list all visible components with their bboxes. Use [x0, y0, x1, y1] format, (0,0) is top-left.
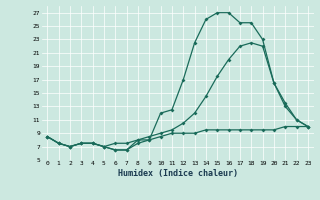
X-axis label: Humidex (Indice chaleur): Humidex (Indice chaleur)	[118, 169, 237, 178]
